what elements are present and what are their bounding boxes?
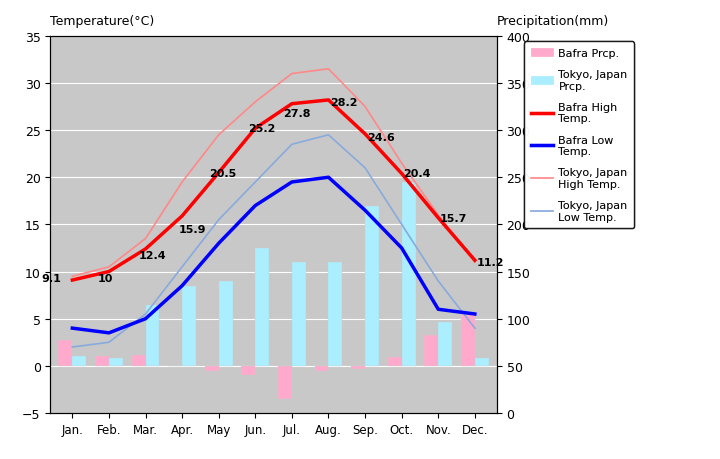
- Legend: Bafra Prcp., Tokyo, Japan
Prcp., Bafra High
Temp., Bafra Low
Temp., Tokyo, Japan: Bafra Prcp., Tokyo, Japan Prcp., Bafra H…: [524, 42, 634, 229]
- Bar: [204, 366, 219, 371]
- Text: 25.2: 25.2: [248, 124, 275, 134]
- Text: 15.7: 15.7: [440, 213, 467, 224]
- Bar: [328, 263, 343, 366]
- Text: 28.2: 28.2: [330, 98, 358, 107]
- Text: 10: 10: [98, 274, 113, 284]
- Bar: [256, 248, 269, 366]
- Bar: [292, 263, 306, 366]
- Bar: [388, 358, 402, 366]
- Text: 24.6: 24.6: [367, 132, 395, 142]
- Text: 12.4: 12.4: [138, 250, 166, 260]
- Bar: [182, 286, 196, 366]
- Bar: [315, 366, 328, 371]
- Bar: [241, 366, 256, 375]
- Text: Temperature(°C): Temperature(°C): [50, 15, 155, 28]
- Bar: [278, 366, 292, 399]
- Bar: [72, 357, 86, 366]
- Bar: [402, 183, 415, 366]
- Bar: [132, 355, 145, 366]
- Bar: [365, 206, 379, 366]
- Text: 15.9: 15.9: [179, 224, 206, 235]
- Bar: [95, 357, 109, 366]
- Bar: [475, 358, 489, 366]
- Bar: [219, 281, 233, 366]
- Bar: [145, 305, 159, 366]
- Text: Precipitation(mm): Precipitation(mm): [497, 15, 609, 28]
- Text: 20.5: 20.5: [210, 168, 237, 178]
- Text: 20.4: 20.4: [403, 169, 431, 179]
- Bar: [424, 335, 438, 366]
- Text: 11.2: 11.2: [477, 257, 504, 268]
- Bar: [58, 341, 72, 366]
- Bar: [438, 322, 452, 366]
- Text: 27.8: 27.8: [283, 109, 310, 119]
- Bar: [351, 366, 365, 369]
- Text: 9.1: 9.1: [42, 274, 61, 284]
- Bar: [461, 314, 475, 366]
- Bar: [109, 358, 123, 366]
